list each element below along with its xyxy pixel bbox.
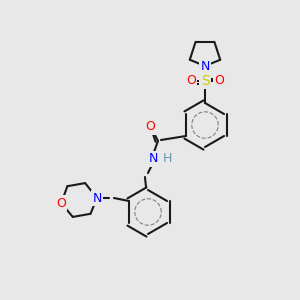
Text: N: N [200,59,210,73]
Text: O: O [186,74,196,88]
Text: O: O [145,121,155,134]
Text: O: O [214,74,224,88]
Text: N: N [148,152,158,166]
Text: S: S [201,74,209,88]
Text: N: N [92,191,102,205]
Text: O: O [56,196,66,210]
Text: H: H [162,152,172,166]
